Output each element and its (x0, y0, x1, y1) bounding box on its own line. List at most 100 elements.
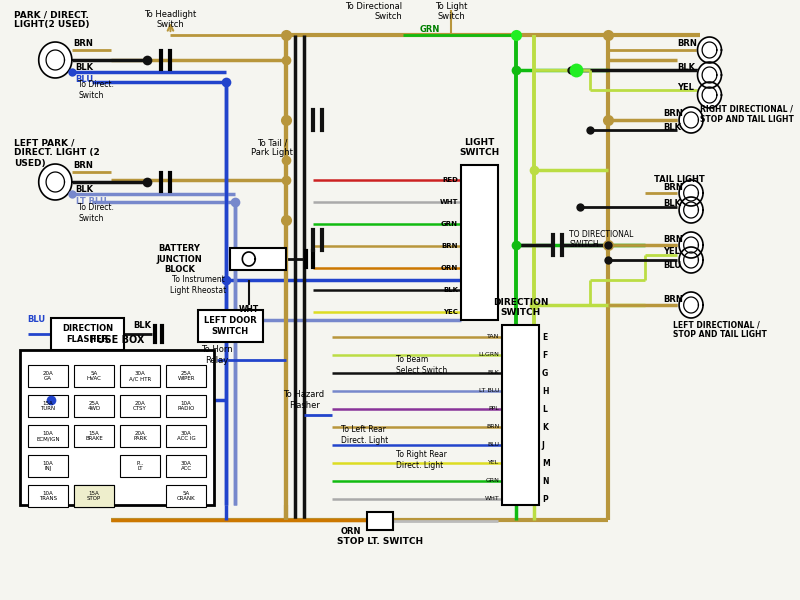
Text: BLK: BLK (487, 370, 499, 376)
Text: PPL: PPL (489, 407, 499, 412)
Text: N: N (542, 476, 548, 485)
Polygon shape (38, 164, 72, 200)
Text: J: J (542, 440, 545, 449)
Text: BRN: BRN (663, 182, 683, 191)
Text: F: F (542, 350, 547, 359)
Text: BLK: BLK (75, 62, 94, 71)
Text: P...
LT: P... LT (136, 461, 144, 472)
Bar (20, 350, 214, 505)
Text: 20A
GA: 20A GA (42, 371, 54, 382)
Text: TAN: TAN (487, 335, 499, 340)
Bar (74, 395, 114, 417)
Text: ORN: ORN (441, 265, 458, 271)
Polygon shape (679, 247, 703, 273)
Bar (166, 485, 206, 507)
Polygon shape (698, 37, 722, 63)
Text: To Beam
Select Switch: To Beam Select Switch (396, 355, 447, 374)
Text: 10A
RADIO: 10A RADIO (178, 401, 195, 412)
Text: 10A
ECM/IGN: 10A ECM/IGN (36, 431, 60, 442)
Text: BLU: BLU (663, 262, 682, 271)
Bar (120, 395, 160, 417)
Bar (166, 425, 206, 447)
Text: To Right Rear
Direct. Light: To Right Rear Direct. Light (396, 450, 447, 470)
Bar (28, 455, 68, 477)
Text: To Headlight
Switch: To Headlight Switch (144, 10, 197, 29)
Text: BRN: BRN (663, 235, 683, 244)
Text: PARK / DIRECT.
LIGHT(2 USED): PARK / DIRECT. LIGHT(2 USED) (14, 10, 90, 29)
Text: To Instrument
Light Rheostat: To Instrument Light Rheostat (170, 275, 226, 295)
Text: BLU: BLU (28, 316, 46, 325)
Text: L: L (542, 404, 546, 413)
Bar (230, 248, 286, 270)
Text: DIRECTION
FLASHER: DIRECTION FLASHER (62, 324, 113, 344)
Bar (366, 512, 393, 530)
Bar (198, 310, 262, 342)
Text: LT BLU: LT BLU (479, 389, 499, 394)
Text: GRN: GRN (486, 479, 499, 484)
Text: LLGRN: LLGRN (478, 352, 499, 358)
Bar (28, 485, 68, 507)
Text: YEL: YEL (678, 83, 694, 92)
Text: BRN: BRN (678, 40, 697, 49)
Text: 5A
CRANK: 5A CRANK (177, 491, 195, 502)
Text: BRN: BRN (442, 243, 458, 249)
Text: M: M (542, 458, 550, 467)
Text: 15A
TURN: 15A TURN (40, 401, 55, 412)
Polygon shape (698, 82, 722, 108)
Text: BRN: BRN (663, 109, 683, 118)
Bar (74, 485, 114, 507)
Text: TO DIRECTIONAL
SWITCH: TO DIRECTIONAL SWITCH (570, 230, 634, 250)
Text: BRN: BRN (74, 40, 94, 49)
Text: BLU: BLU (75, 74, 94, 83)
Text: GRN: GRN (441, 221, 458, 227)
Bar (28, 425, 68, 447)
Polygon shape (679, 180, 703, 206)
Text: To Light
Switch: To Light Switch (435, 2, 468, 22)
Text: 10A
TRANS: 10A TRANS (39, 491, 57, 502)
Text: 20A
CTSY: 20A CTSY (133, 401, 147, 412)
Text: BLK: BLK (443, 287, 458, 293)
Polygon shape (679, 292, 703, 318)
Text: LIGHT
SWITCH: LIGHT SWITCH (459, 137, 499, 157)
Text: LT BLU: LT BLU (75, 196, 106, 205)
Polygon shape (38, 42, 72, 78)
Text: YEL: YEL (488, 461, 499, 466)
Text: ORN: ORN (341, 527, 362, 536)
Bar (120, 455, 160, 477)
Bar (166, 455, 206, 477)
Text: 5A
HVAC: 5A HVAC (86, 371, 102, 382)
Text: To Horn
Relay: To Horn Relay (201, 346, 232, 365)
Text: BLK: BLK (75, 185, 94, 193)
Text: BLK: BLK (134, 320, 152, 329)
Bar (28, 365, 68, 387)
Text: WHT: WHT (439, 199, 458, 205)
Text: To Left Rear
Direct. Light: To Left Rear Direct. Light (341, 425, 388, 445)
Bar (120, 365, 160, 387)
Text: YEL: YEL (663, 247, 680, 257)
Text: GRN: GRN (419, 25, 440, 34)
Text: BLK: BLK (663, 124, 682, 133)
Text: BRN: BRN (486, 425, 499, 430)
Text: 30A
ACC: 30A ACC (181, 461, 192, 472)
Text: LEFT DOOR
SWITCH: LEFT DOOR SWITCH (204, 316, 257, 335)
Text: TAIL LIGHT: TAIL LIGHT (654, 175, 705, 185)
Text: K: K (542, 422, 548, 431)
Text: To Direct.
Switch: To Direct. Switch (78, 80, 114, 100)
Text: 10A
INJ: 10A INJ (42, 461, 54, 472)
Text: BATTERY
JUNCTION
BLOCK: BATTERY JUNCTION BLOCK (157, 244, 202, 274)
Text: FUSE BOX: FUSE BOX (90, 335, 144, 345)
Text: E: E (542, 332, 547, 341)
Text: 25A
4WD: 25A 4WD (87, 401, 101, 412)
Text: P: P (542, 494, 547, 503)
Text: 20A
PARK: 20A PARK (133, 431, 147, 442)
Bar (166, 395, 206, 417)
Bar (74, 485, 114, 507)
Text: H: H (542, 386, 548, 395)
Text: BLK: BLK (678, 62, 695, 71)
Bar (28, 395, 68, 417)
Text: To Direct.
Switch: To Direct. Switch (78, 203, 114, 223)
Text: RED: RED (442, 177, 458, 183)
Text: 15A
STOP: 15A STOP (87, 491, 101, 502)
Text: RIGHT DIRECTIONAL /
STOP AND TAIL LIGHT: RIGHT DIRECTIONAL / STOP AND TAIL LIGHT (700, 105, 794, 124)
Polygon shape (242, 252, 255, 266)
